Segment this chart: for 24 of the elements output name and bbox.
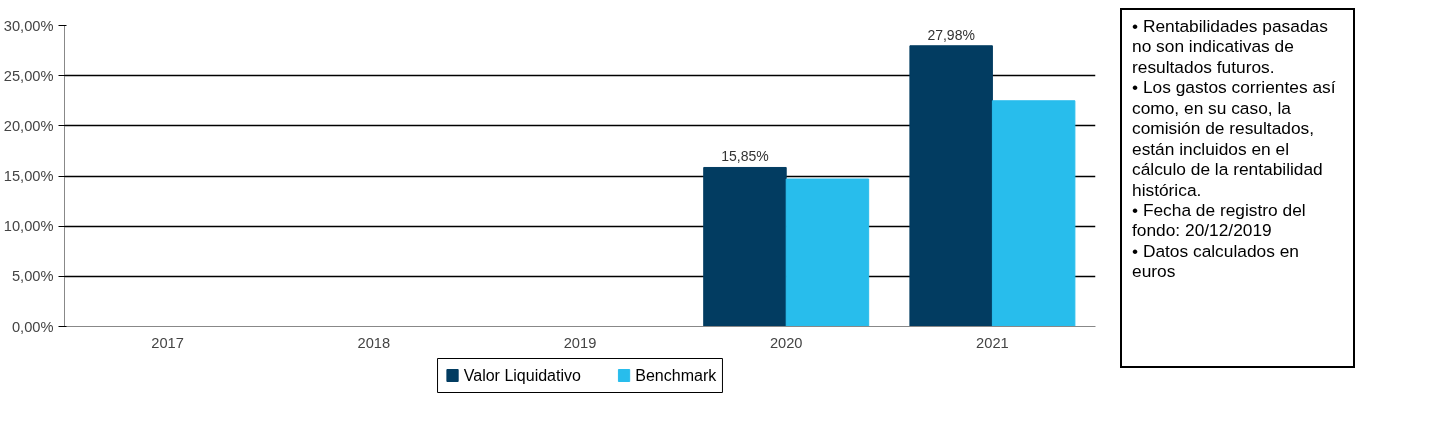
x-tick-label: 2018 (357, 334, 391, 351)
y-tick-label: 5,00% (11, 268, 54, 285)
y-tick-label: 10,00% (3, 218, 54, 235)
data-label: 15,85% (721, 148, 769, 165)
text: • Fecha de registro del fondo: 20/12/2019 (1132, 199, 1307, 241)
x-tick-label: 2021 (976, 334, 1009, 351)
bar (785, 178, 870, 327)
legend-label: Benchmark (635, 367, 718, 384)
y-tick-label: 15,00% (3, 168, 54, 184)
bar (909, 45, 993, 327)
y-tick-label: 30,00% (3, 17, 54, 34)
x-tick-label: 2019 (563, 334, 597, 351)
text: • Los gastos corrientes así como, en su caso, la comisión de resultados, están incluidos en el cálculo de la rentabilidad histórica. (1132, 77, 1337, 200)
text: • Datos calculados en euros (1132, 240, 1300, 282)
y-tick-label: 25,00% (3, 67, 54, 84)
y-tick-label: 20,00% (3, 117, 54, 134)
y-tick-label: 0,00% (11, 318, 54, 335)
x-tick-label: 2020 (769, 334, 803, 351)
x-tick-label: 2017 (151, 334, 184, 351)
bar (991, 100, 1076, 327)
legend-label: Valor Liquidativo (463, 367, 581, 384)
text: • Rentabilidades pasadas no son indicativas de resultados futuros. (1132, 16, 1329, 78)
data-label: 27,98% (927, 26, 975, 43)
bar (703, 166, 787, 327)
